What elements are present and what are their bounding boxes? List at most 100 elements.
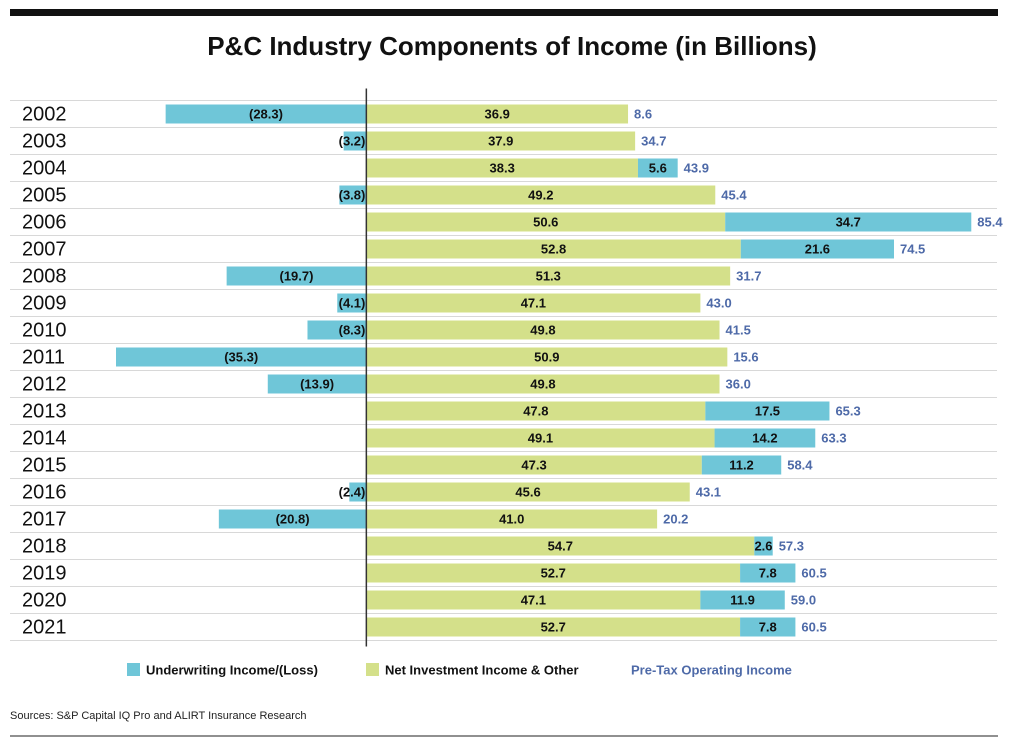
bar — [366, 104, 629, 124]
bar — [366, 185, 716, 205]
top-rule — [10, 9, 998, 16]
y-tick-label: 2005 — [22, 184, 67, 206]
bar-label: 36.9 — [485, 106, 510, 121]
bar-label: (35.3) — [224, 349, 258, 364]
y-tick-label: 2017 — [22, 508, 67, 530]
bar-label: 50.6 — [533, 214, 558, 229]
bar-label: 47.8 — [523, 403, 548, 418]
bar — [366, 536, 755, 556]
total-label: 43.1 — [696, 484, 721, 499]
bar — [307, 320, 367, 340]
bar-label: 5.6 — [649, 160, 667, 175]
bar-label: 47.3 — [521, 457, 546, 472]
bar-label: 11.2 — [729, 457, 754, 472]
y-tick-label: 2021 — [22, 616, 67, 638]
total-label: 57.3 — [779, 538, 804, 553]
total-label: 63.3 — [821, 430, 846, 445]
bar — [366, 590, 701, 610]
bar-label: 37.9 — [488, 133, 513, 148]
total-label: 60.5 — [801, 565, 826, 580]
bar — [366, 617, 741, 637]
bar-label: (20.8) — [276, 511, 310, 526]
bar — [754, 536, 773, 556]
bar — [337, 293, 367, 313]
bar — [366, 455, 702, 475]
y-tick-label: 2012 — [22, 373, 67, 395]
bar — [740, 239, 894, 259]
bar — [725, 212, 972, 232]
bar-label: (28.3) — [249, 106, 283, 121]
bar-label: 54.7 — [548, 538, 573, 553]
bar — [366, 266, 731, 286]
bar — [343, 131, 367, 151]
source-note: Sources: S&P Capital IQ Pro and ALIRT In… — [10, 710, 307, 722]
bar — [366, 563, 741, 583]
bar-label: 2.6 — [754, 538, 772, 553]
y-tick-label: 2003 — [22, 130, 67, 152]
bar — [366, 428, 715, 448]
bar-label: 7.8 — [759, 619, 777, 634]
bar-label: 21.6 — [805, 241, 830, 256]
bar-label: 14.2 — [752, 430, 777, 445]
bar-label: 47.1 — [521, 295, 546, 310]
legend-label: Net Investment Income & Other — [385, 662, 579, 677]
bar — [366, 239, 741, 259]
total-label: 74.5 — [900, 241, 925, 256]
y-tick-label: 2004 — [22, 157, 67, 179]
bar-label: 11.9 — [730, 592, 755, 607]
bar — [366, 212, 726, 232]
bar-label: 52.7 — [541, 565, 566, 580]
bar-label: 51.3 — [536, 268, 561, 283]
total-label: 34.7 — [641, 133, 666, 148]
bar-label: 50.9 — [534, 349, 559, 364]
y-tick-label: 2016 — [22, 481, 67, 503]
bar-label: (8.3) — [339, 322, 366, 337]
bar-label: 47.1 — [521, 592, 546, 607]
total-label: 8.6 — [634, 106, 652, 121]
bar — [366, 509, 658, 529]
bar — [366, 347, 728, 367]
y-tick-label: 2008 — [22, 265, 67, 287]
bar — [165, 104, 367, 124]
y-tick-label: 2007 — [22, 238, 67, 260]
y-tick-label: 2014 — [22, 427, 67, 449]
y-tick-label: 2002 — [22, 103, 67, 125]
bar — [366, 131, 636, 151]
bar-label: 41.0 — [499, 511, 524, 526]
bar — [366, 320, 720, 340]
bar — [701, 455, 782, 475]
total-label: 45.4 — [721, 187, 747, 202]
y-tick-label: 2009 — [22, 292, 67, 314]
legend-swatch — [366, 663, 379, 676]
y-tick-label: 2019 — [22, 562, 67, 584]
bar — [349, 482, 367, 502]
bar — [339, 185, 367, 205]
bar-label: 34.7 — [836, 214, 861, 229]
bar-label: 49.1 — [528, 430, 553, 445]
bar-label: 49.8 — [530, 322, 555, 337]
bar-label: 52.7 — [541, 619, 566, 634]
total-label: 60.5 — [801, 619, 826, 634]
bar — [366, 293, 701, 313]
total-label: 59.0 — [791, 592, 816, 607]
bar-label: 49.8 — [530, 376, 555, 391]
y-tick-label: 2015 — [22, 454, 67, 476]
bar — [740, 617, 796, 637]
bar — [218, 509, 367, 529]
bar — [740, 563, 796, 583]
bar-label: 52.8 — [541, 241, 566, 256]
legend-label: Underwriting Income/(Loss) — [146, 662, 318, 677]
total-label: 65.3 — [835, 403, 860, 418]
y-tick-label: 2018 — [22, 535, 67, 557]
total-label: 43.9 — [684, 160, 709, 175]
total-label: 58.4 — [787, 457, 813, 472]
bar-label: (19.7) — [280, 268, 314, 283]
total-label: 85.4 — [977, 214, 1003, 229]
y-tick-label: 2013 — [22, 400, 67, 422]
legend-label: Pre-Tax Operating Income — [631, 662, 792, 677]
bar-label: (3.8) — [339, 187, 366, 202]
bar-label: (4.1) — [339, 295, 366, 310]
bar-label: 49.2 — [528, 187, 553, 202]
total-label: 15.6 — [733, 349, 758, 364]
